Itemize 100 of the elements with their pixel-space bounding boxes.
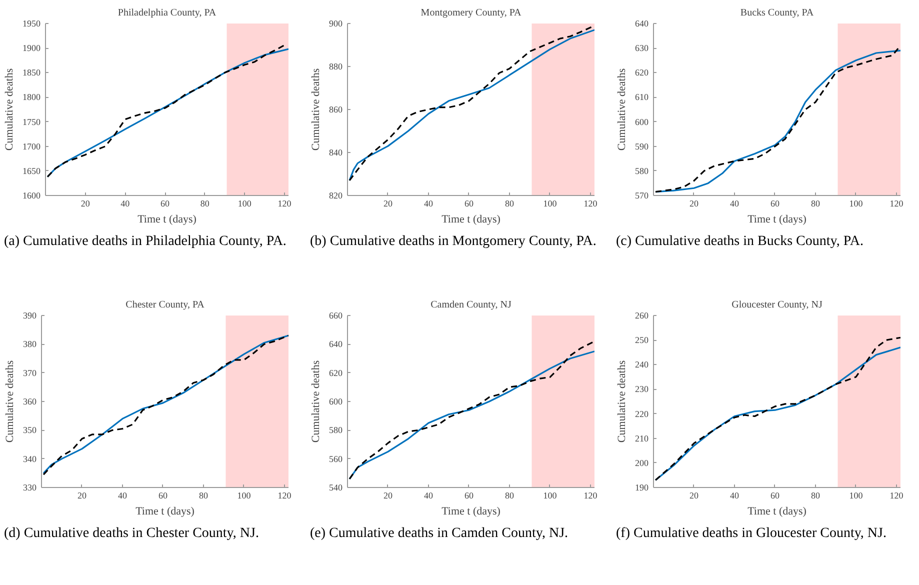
text: (b) Cumulative deaths in Montgomery County, PA. <box>310 233 596 250</box>
y-tick-label: 600 <box>329 396 343 406</box>
y-tick-label: 610 <box>635 92 649 102</box>
x-tick-label: 100 <box>543 198 558 208</box>
y-tick-label: 840 <box>329 148 343 158</box>
y-tick-label: 900 <box>329 18 343 28</box>
y-tick-label: 210 <box>635 433 649 444</box>
y-tick-label: 1750 <box>22 116 41 127</box>
y-tick-label: 200 <box>635 458 649 468</box>
y-tick-label: 1800 <box>22 92 41 102</box>
text: (c) Cumulative deaths in Bucks County, PA. <box>616 233 864 250</box>
y-axis-title: Cumulative deaths <box>4 68 16 151</box>
x-tick-label: 20 <box>383 490 393 500</box>
x-tick-label: 80 <box>504 198 514 208</box>
x-tick-label: 120 <box>890 490 904 500</box>
x-tick-label: 120 <box>584 490 598 500</box>
y-axis-title: Cumulative deaths <box>4 360 16 443</box>
y-tick-label: 540 <box>329 482 343 492</box>
y-tick-label: 350 <box>23 425 37 436</box>
x-tick-label: 80 <box>810 198 820 208</box>
y-tick-label: 570 <box>635 190 649 200</box>
y-axis-title: Cumulative deaths <box>310 360 322 443</box>
x-tick-label: 100 <box>543 490 558 500</box>
y-tick-label: 230 <box>635 384 649 394</box>
y-tick-label: 260 <box>635 310 649 320</box>
y-tick-label: 580 <box>329 425 343 436</box>
y-tick-label: 330 <box>23 482 37 492</box>
y-tick-label: 340 <box>23 454 37 464</box>
y-tick-label: 240 <box>635 360 649 370</box>
y-tick-label: 250 <box>635 335 649 346</box>
y-tick-label: 630 <box>635 43 649 54</box>
y-tick-label: 820 <box>329 190 343 200</box>
chart-title: Camden County, NJ <box>430 300 512 310</box>
x-tick-label: 100 <box>237 490 252 500</box>
y-tick-label: 640 <box>329 339 343 350</box>
y-tick-label: 880 <box>329 62 343 72</box>
x-tick-label: 20 <box>383 198 393 208</box>
x-tick-label: 40 <box>118 490 128 500</box>
x-tick-label: 40 <box>424 198 434 208</box>
y-tick-label: 1650 <box>22 166 41 176</box>
x-tick-label: 40 <box>120 198 130 208</box>
text: (e) Cumulative deaths in Camden County, NJ. <box>310 525 568 542</box>
x-tick-label: 120 <box>278 198 292 208</box>
x-tick-label: 80 <box>810 490 820 500</box>
y-tick-label: 620 <box>329 368 343 378</box>
y-tick-label: 380 <box>23 339 37 350</box>
x-tick-label: 20 <box>80 198 90 208</box>
y-tick-label: 590 <box>635 141 649 152</box>
x-tick-label: 60 <box>160 198 170 208</box>
y-tick-label: 370 <box>23 368 37 378</box>
chart-title: Chester County, PA <box>126 300 206 310</box>
x-axis-title: Time t (days) <box>138 214 197 226</box>
chart-title: Philadelphia County, PA <box>118 8 217 18</box>
y-axis-title: Cumulative deaths <box>310 68 322 151</box>
y-tick-label: 600 <box>635 116 649 127</box>
y-tick-label: 580 <box>635 166 649 176</box>
x-tick-label: 20 <box>689 490 699 500</box>
x-tick-label: 120 <box>584 198 598 208</box>
y-axis-title: Cumulative deaths <box>616 68 628 151</box>
x-tick-label: 60 <box>464 490 474 500</box>
x-axis-title: Time t (days) <box>442 506 501 518</box>
chart-title: Montgomery County, PA <box>420 8 522 18</box>
y-tick-label: 1600 <box>22 190 41 200</box>
x-tick-label: 40 <box>424 490 434 500</box>
y-tick-label: 220 <box>635 408 649 419</box>
text: (a) Cumulative deaths in Philadelphia County, PA. <box>4 233 286 250</box>
x-tick-label: 60 <box>770 490 780 500</box>
y-tick-label: 660 <box>329 310 343 320</box>
y-tick-label: 1850 <box>22 68 41 78</box>
x-tick-label: 100 <box>238 198 252 208</box>
y-tick-label: 860 <box>329 104 343 114</box>
y-tick-label: 1900 <box>22 43 41 54</box>
text: (d) Cumulative deaths in Chester County, NJ. <box>4 525 259 542</box>
x-tick-label: 60 <box>464 198 474 208</box>
x-axis-title: Time t (days) <box>442 214 501 226</box>
chart-title: Gloucester County, NJ <box>732 300 822 310</box>
y-tick-label: 190 <box>635 482 649 492</box>
x-axis-title: Time t (days) <box>748 214 807 226</box>
y-tick-label: 1950 <box>22 18 41 28</box>
x-tick-label: 100 <box>849 198 864 208</box>
x-tick-label: 120 <box>890 198 904 208</box>
x-axis-title: Time t (days) <box>136 506 195 518</box>
y-tick-label: 620 <box>635 68 649 78</box>
x-tick-label: 100 <box>849 490 864 500</box>
y-tick-label: 1700 <box>22 141 41 152</box>
x-tick-label: 80 <box>504 490 514 500</box>
chart-title: Bucks County, PA <box>740 8 814 18</box>
y-tick-label: 640 <box>635 18 649 28</box>
x-axis-title: Time t (days) <box>748 506 807 518</box>
x-tick-label: 60 <box>770 198 780 208</box>
y-axis-title: Cumulative deaths <box>616 360 628 443</box>
x-tick-label: 80 <box>200 198 210 208</box>
x-tick-label: 120 <box>278 490 292 500</box>
x-tick-label: 60 <box>158 490 168 500</box>
x-tick-label: 40 <box>730 490 740 500</box>
x-tick-label: 40 <box>730 198 740 208</box>
y-tick-label: 560 <box>329 454 343 464</box>
x-tick-label: 20 <box>77 490 87 500</box>
x-tick-label: 80 <box>198 490 208 500</box>
text: (f) Cumulative deaths in Gloucester County, NJ. <box>616 525 886 542</box>
